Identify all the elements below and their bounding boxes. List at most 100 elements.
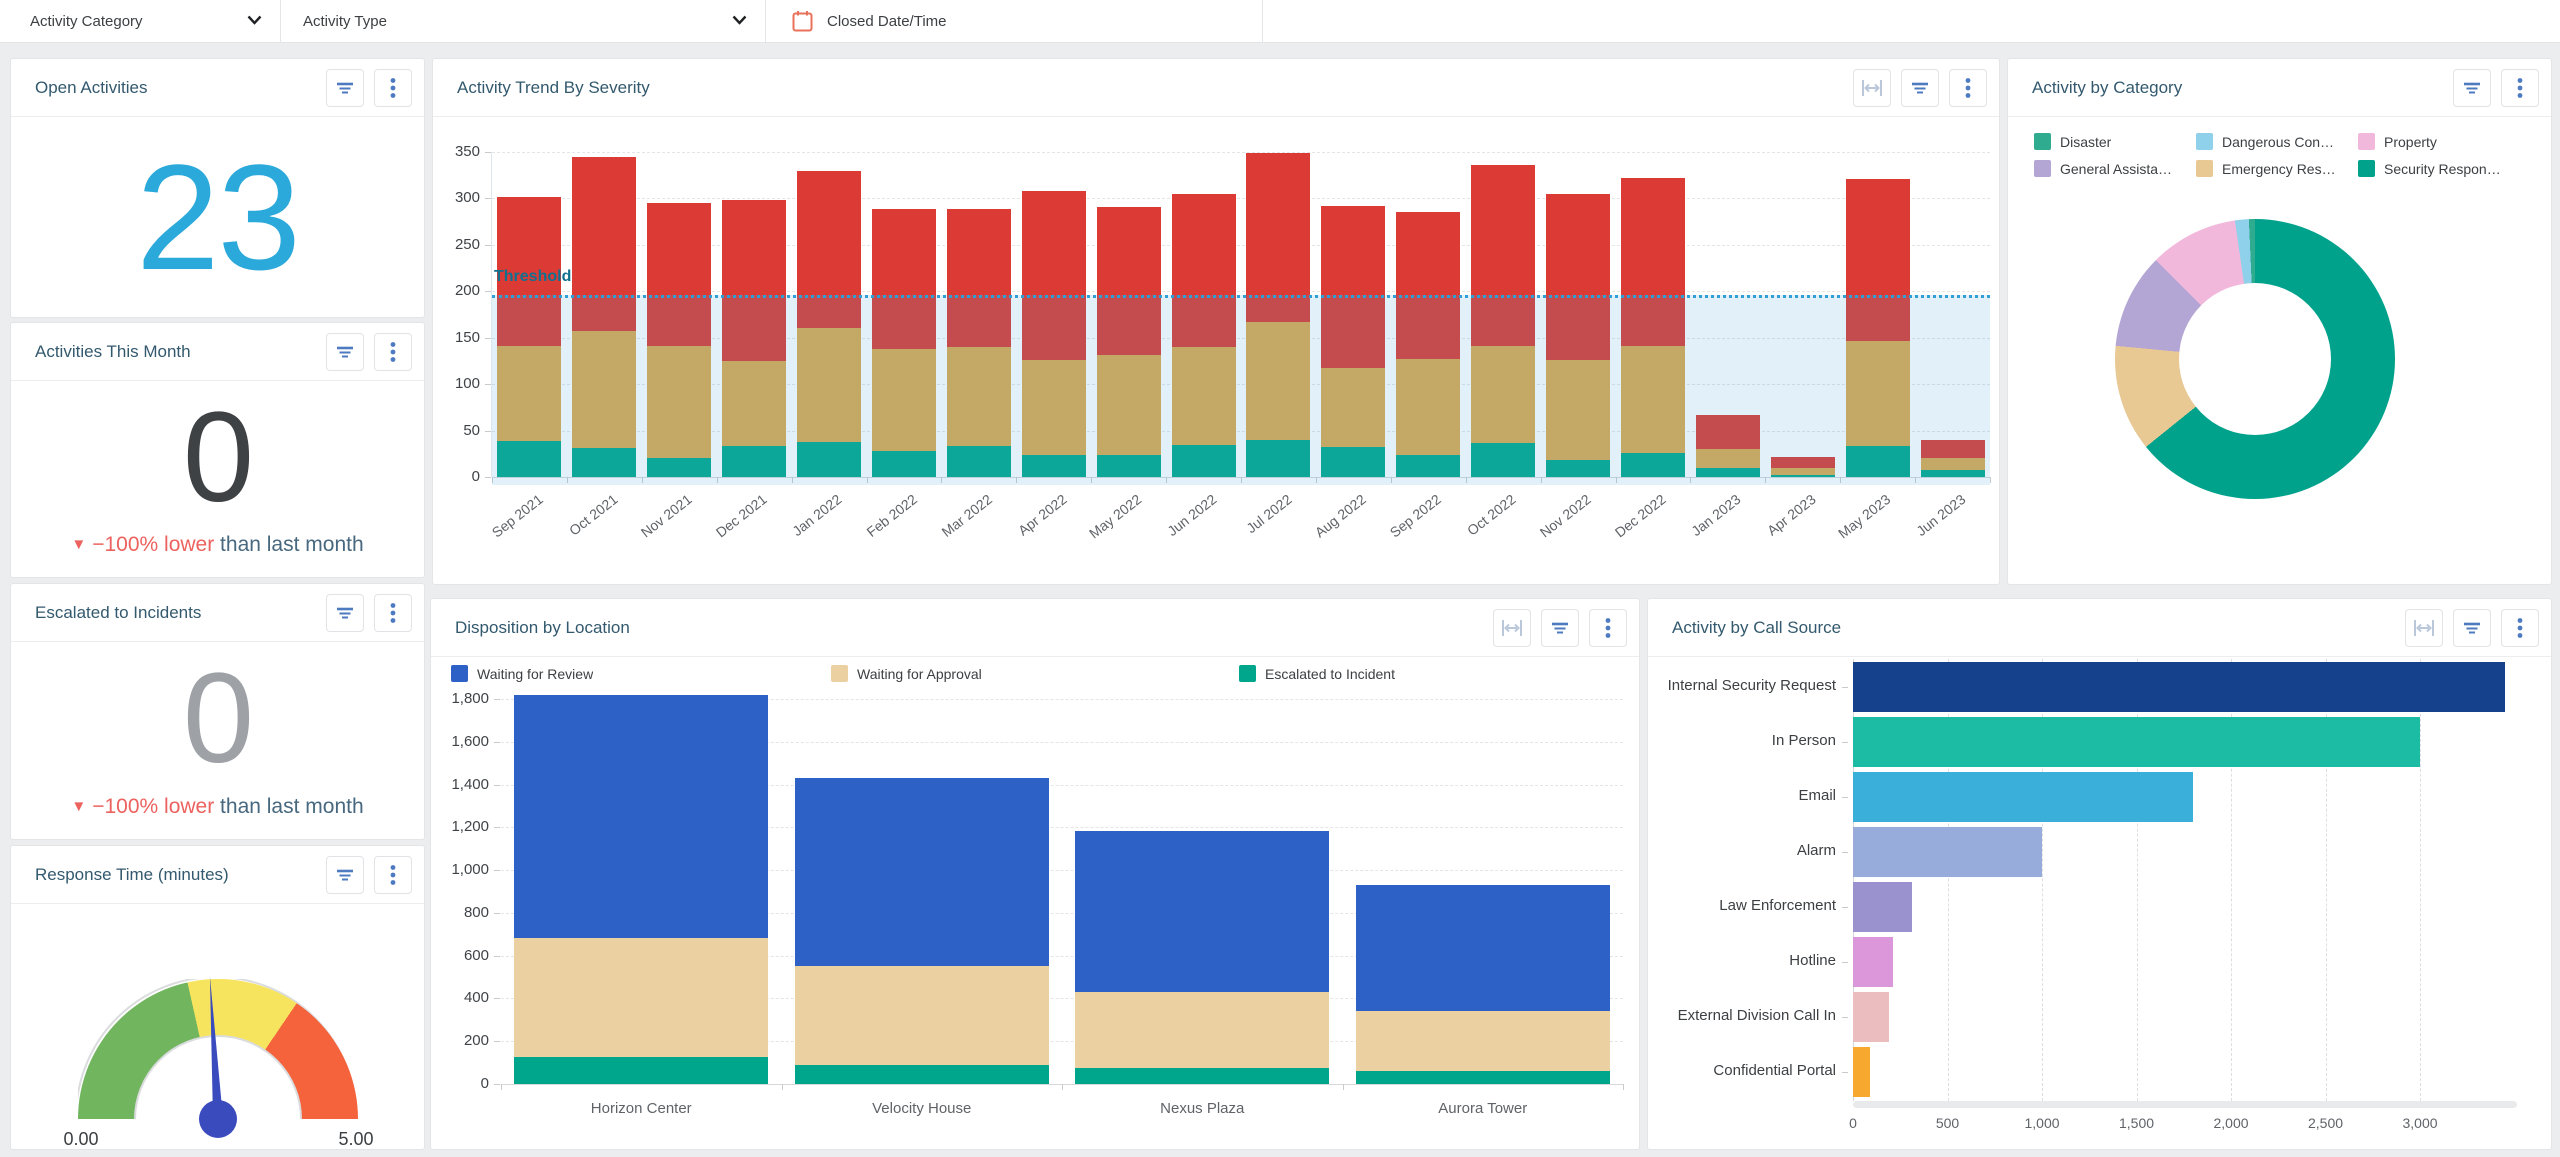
kebab-menu-button[interactable] — [374, 593, 412, 632]
bar[interactable] — [1853, 826, 2042, 877]
filter-button[interactable] — [1541, 608, 1579, 647]
bar-segment[interactable] — [1171, 193, 1236, 347]
kebab-menu-button[interactable] — [374, 68, 412, 107]
bar-segment[interactable] — [1321, 368, 1386, 448]
bar[interactable] — [1853, 881, 1912, 932]
bar[interactable] — [1853, 661, 2506, 712]
bar-segment[interactable] — [1546, 460, 1611, 477]
bar-segment[interactable] — [1075, 1067, 1330, 1084]
bar-segment[interactable] — [1096, 206, 1161, 356]
bar-segment[interactable] — [1620, 452, 1685, 477]
bar-segment[interactable] — [722, 446, 787, 477]
kebab-menu-button[interactable] — [374, 855, 412, 894]
bar-segment[interactable] — [1695, 449, 1760, 468]
bar-segment[interactable] — [871, 451, 936, 477]
bar-segment[interactable] — [797, 170, 862, 329]
bar-segment[interactable] — [572, 156, 637, 332]
bar-segment[interactable] — [1546, 360, 1611, 461]
bar-segment[interactable] — [1355, 885, 1610, 1012]
bar-segment[interactable] — [497, 196, 562, 347]
bar[interactable] — [1853, 771, 2194, 822]
bar-segment[interactable] — [1321, 447, 1386, 477]
expand-button[interactable] — [1853, 68, 1891, 107]
filter-button[interactable] — [326, 593, 364, 632]
bar-segment[interactable] — [647, 203, 712, 347]
bar-segment[interactable] — [1171, 347, 1236, 445]
bar-segment[interactable] — [1021, 360, 1086, 455]
bar-segment[interactable] — [1096, 355, 1161, 455]
bar-segment[interactable] — [514, 1057, 769, 1084]
bar-segment[interactable] — [722, 360, 787, 447]
bar-segment[interactable] — [1471, 165, 1536, 347]
bar-segment[interactable] — [514, 694, 769, 938]
bar-segment[interactable] — [1546, 193, 1611, 360]
bar-segment[interactable] — [946, 208, 1011, 347]
kebab-menu-button[interactable] — [2501, 608, 2539, 647]
bar-segment[interactable] — [1620, 346, 1685, 453]
bar-segment[interactable] — [497, 440, 562, 477]
bar-segment[interactable] — [1321, 205, 1386, 369]
activity-category-dropdown[interactable]: Activity Category — [0, 0, 281, 42]
legend-item[interactable]: Security Respon… — [2358, 160, 2528, 177]
filter-button[interactable] — [2453, 68, 2491, 107]
closed-datetime-picker[interactable]: Closed Date/Time — [766, 0, 1263, 42]
bar-segment[interactable] — [1845, 341, 1910, 447]
bar-segment[interactable] — [1396, 212, 1461, 360]
expand-button[interactable] — [2405, 608, 2443, 647]
bar-segment[interactable] — [871, 208, 936, 349]
bar-segment[interactable] — [1770, 456, 1835, 468]
bar-segment[interactable] — [1770, 475, 1835, 477]
legend-item[interactable]: Waiting for Review — [451, 665, 593, 682]
bar-segment[interactable] — [514, 937, 769, 1058]
kebab-menu-button[interactable] — [1949, 68, 1987, 107]
bar[interactable] — [1853, 936, 1893, 987]
bar[interactable] — [1853, 991, 1889, 1042]
bar-segment[interactable] — [1021, 454, 1086, 477]
bar-segment[interactable] — [1845, 178, 1910, 342]
bar-segment[interactable] — [946, 347, 1011, 447]
filter-button[interactable] — [326, 332, 364, 371]
bar-segment[interactable] — [1171, 444, 1236, 477]
filter-button[interactable] — [326, 855, 364, 894]
legend-item[interactable]: Dangerous Con… — [2196, 133, 2358, 150]
legend-item[interactable]: General Assista… — [2034, 160, 2196, 177]
bar-segment[interactable] — [794, 778, 1049, 967]
bar-segment[interactable] — [1920, 439, 1985, 459]
expand-button[interactable] — [1493, 608, 1531, 647]
bar-segment[interactable] — [1096, 454, 1161, 477]
bar-segment[interactable] — [1695, 414, 1760, 450]
bar-segment[interactable] — [797, 328, 862, 442]
bar-segment[interactable] — [1920, 458, 1985, 470]
bar-segment[interactable] — [1471, 442, 1536, 477]
bar-segment[interactable] — [1355, 1071, 1610, 1084]
bar-segment[interactable] — [1075, 992, 1330, 1068]
kebab-menu-button[interactable] — [1589, 608, 1627, 647]
legend-item[interactable]: Escalated to Incident — [1239, 665, 1395, 682]
filter-button[interactable] — [2453, 608, 2491, 647]
bar-segment[interactable] — [497, 346, 562, 441]
filter-button[interactable] — [326, 68, 364, 107]
bar-segment[interactable] — [722, 200, 787, 361]
bar-segment[interactable] — [647, 346, 712, 459]
bar-segment[interactable] — [871, 348, 936, 451]
legend-item[interactable]: Property — [2358, 133, 2528, 150]
bar-segment[interactable] — [1471, 346, 1536, 443]
bar-segment[interactable] — [1246, 439, 1311, 477]
category-donut-chart[interactable] — [2115, 219, 2395, 499]
bar-segment[interactable] — [647, 458, 712, 477]
bar-segment[interactable] — [1355, 1011, 1610, 1072]
bar-segment[interactable] — [1770, 467, 1835, 476]
bar-segment[interactable] — [1396, 454, 1461, 477]
kebab-menu-button[interactable] — [2501, 68, 2539, 107]
kebab-menu-button[interactable] — [374, 332, 412, 371]
bar-segment[interactable] — [1695, 467, 1760, 477]
filter-button[interactable] — [1901, 68, 1939, 107]
bar-segment[interactable] — [797, 441, 862, 477]
bar-segment[interactable] — [1920, 469, 1985, 477]
bar-segment[interactable] — [1246, 321, 1311, 440]
bar-segment[interactable] — [572, 331, 637, 449]
bar-segment[interactable] — [1620, 178, 1685, 347]
bar-segment[interactable] — [1396, 359, 1461, 455]
legend-item[interactable]: Waiting for Approval — [831, 665, 982, 682]
activity-type-dropdown[interactable]: Activity Type — [281, 0, 766, 42]
